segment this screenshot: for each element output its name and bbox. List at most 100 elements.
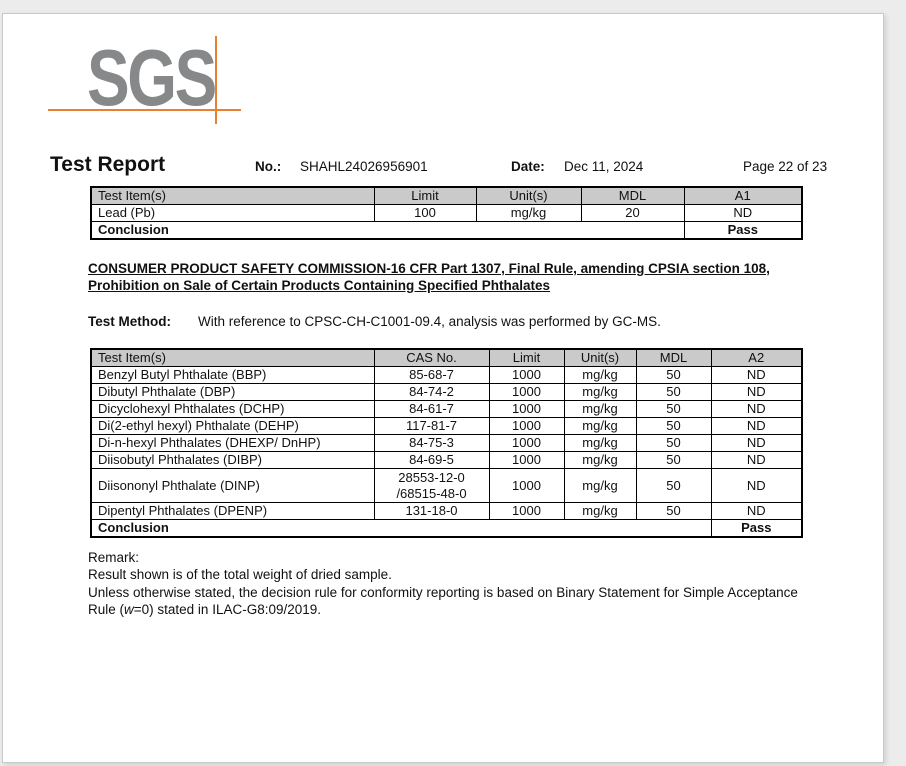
remark-text: =0) stated in ILAC-G8:09/2019. (133, 601, 322, 617)
cell-test-item: Diisononyl Phthalate (DINP) (90, 468, 375, 503)
cell-unit: mg/kg (563, 502, 637, 520)
cell-result: ND (710, 417, 803, 435)
cell-limit: 1000 (488, 468, 565, 503)
remark-line: Result shown is of the total weight of d… (88, 567, 392, 583)
test-method-text: With reference to CPSC-CH-C1001-09.4, an… (198, 314, 661, 329)
cell-limit: 1000 (488, 383, 565, 401)
column-header: A1 (683, 186, 803, 205)
cell-mdl: 50 (635, 417, 712, 435)
cell-mdl: 50 (635, 366, 712, 384)
cell-unit: mg/kg (563, 434, 637, 452)
report-page: SGS Test Report No.: SHAHL24026956901 Da… (2, 13, 884, 763)
conclusion-label: Conclusion (90, 519, 712, 538)
conclusion-row: Conclusion Pass (90, 519, 803, 538)
sgs-logo-text: SGS (87, 33, 217, 122)
lead-results-table: Test Item(s) Limit Unit(s) MDL A1 Lead (… (90, 186, 803, 240)
cell-test-item: Di(2-ethyl hexyl) Phthalate (DEHP) (90, 417, 375, 435)
table-row: Diisobutyl Phthalates (DIBP) 84-69-5 100… (90, 451, 803, 469)
cell-unit: mg/kg (475, 204, 582, 222)
cell-mdl: 50 (635, 383, 712, 401)
table-row: Lead (Pb) 100 mg/kg 20 ND (90, 204, 803, 222)
table-header-row: Test Item(s) CAS No. Limit Unit(s) MDL A… (90, 348, 803, 367)
cell-unit: mg/kg (563, 451, 637, 469)
cell-cas: 131-18-0 (373, 502, 490, 520)
table-row: Di-n-hexyl Phthalates (DHEXP/ DnHP) 84-7… (90, 434, 803, 452)
cell-mdl: 50 (635, 451, 712, 469)
cell-cas: 85-68-7 (373, 366, 490, 384)
table-header-row: Test Item(s) Limit Unit(s) MDL A1 (90, 186, 803, 205)
cell-result: ND (710, 400, 803, 418)
cell-result: ND (710, 383, 803, 401)
column-header: Test Item(s) (90, 348, 375, 367)
remark-block: Remark: Result shown is of the total wei… (88, 549, 802, 618)
column-header: Unit(s) (475, 186, 582, 205)
date-label: Date: (511, 159, 545, 174)
test-method-label: Test Method: (88, 314, 171, 329)
regulation-heading: CONSUMER PRODUCT SAFETY COMMISSION-16 CF… (88, 261, 770, 293)
cell-mdl: 50 (635, 502, 712, 520)
conclusion-row: Conclusion Pass (90, 221, 803, 240)
cell-limit: 1000 (488, 502, 565, 520)
remark-label: Remark: (88, 550, 140, 565)
phthalates-results-table: Test Item(s) CAS No. Limit Unit(s) MDL A… (90, 348, 803, 538)
column-header: MDL (635, 348, 712, 367)
test-method-line: Test Method: With reference to CPSC-CH-C1… (88, 313, 661, 330)
cell-unit: mg/kg (563, 366, 637, 384)
cell-cas: 117-81-7 (373, 417, 490, 435)
column-header: Test Item(s) (90, 186, 375, 205)
table-row: Diisononyl Phthalate (DINP) 28553-12-0 /… (90, 468, 803, 503)
table-row: Di(2-ethyl hexyl) Phthalate (DEHP) 117-8… (90, 417, 803, 435)
cell-limit: 1000 (488, 451, 565, 469)
date-value: Dec 11, 2024 (564, 159, 644, 174)
remark-text: Unless otherwise stated, the decision ru… (88, 584, 798, 617)
cell-cas: 28553-12-0 /68515-48-0 (373, 468, 490, 503)
cell-unit: mg/kg (563, 468, 637, 503)
report-no-value: SHAHL24026956901 (300, 159, 428, 174)
sgs-logo-horizontal-line (48, 109, 241, 111)
cell-result: ND (710, 366, 803, 384)
cell-result: ND (683, 204, 803, 222)
cell-limit: 1000 (488, 366, 565, 384)
column-header: CAS No. (373, 348, 490, 367)
cell-result: ND (710, 434, 803, 452)
report-no-label: No.: (255, 159, 282, 174)
table-row: Dicyclohexyl Phthalates (DCHP) 84-61-7 1… (90, 400, 803, 418)
cell-test-item: Dibutyl Phthalate (DBP) (90, 383, 375, 401)
cell-cas: 84-75-3 (373, 434, 490, 452)
cell-cas: 84-61-7 (373, 400, 490, 418)
cell-result: ND (710, 451, 803, 469)
cell-test-item: Benzyl Butyl Phthalate (BBP) (90, 366, 375, 384)
cell-test-item: Di-n-hexyl Phthalates (DHEXP/ DnHP) (90, 434, 375, 452)
cell-mdl: 50 (635, 434, 712, 452)
cell-test-item: Dicyclohexyl Phthalates (DCHP) (90, 400, 375, 418)
cell-cas: 84-69-5 (373, 451, 490, 469)
conclusion-label: Conclusion (90, 221, 685, 240)
cell-limit: 1000 (488, 400, 565, 418)
cell-mdl: 20 (580, 204, 685, 222)
cell-limit: 1000 (488, 417, 565, 435)
cell-unit: mg/kg (563, 400, 637, 418)
column-header: Limit (488, 348, 565, 367)
column-header: A2 (710, 348, 803, 367)
table-row: Dibutyl Phthalate (DBP) 84-74-2 1000 mg/… (90, 383, 803, 401)
cell-mdl: 50 (635, 400, 712, 418)
cell-test-item: Lead (Pb) (90, 204, 375, 222)
cell-limit: 1000 (488, 434, 565, 452)
table-row: Benzyl Butyl Phthalate (BBP) 85-68-7 100… (90, 366, 803, 384)
cell-test-item: Diisobutyl Phthalates (DIBP) (90, 451, 375, 469)
conclusion-value: Pass (710, 519, 803, 538)
cell-unit: mg/kg (563, 417, 637, 435)
sgs-logo-vertical-line (215, 36, 217, 124)
remark-line: Unless otherwise stated, the decision ru… (88, 584, 802, 619)
cell-result: ND (710, 468, 803, 503)
column-header: Limit (373, 186, 477, 205)
cell-mdl: 50 (635, 468, 712, 503)
cell-cas: 84-74-2 (373, 383, 490, 401)
page-title: Test Report (50, 153, 166, 176)
column-header: MDL (580, 186, 685, 205)
table-row: Dipentyl Phthalates (DPENP) 131-18-0 100… (90, 502, 803, 520)
remark-italic-w: w (124, 601, 134, 617)
conclusion-value: Pass (683, 221, 803, 240)
cell-result: ND (710, 502, 803, 520)
cell-limit: 100 (373, 204, 477, 222)
